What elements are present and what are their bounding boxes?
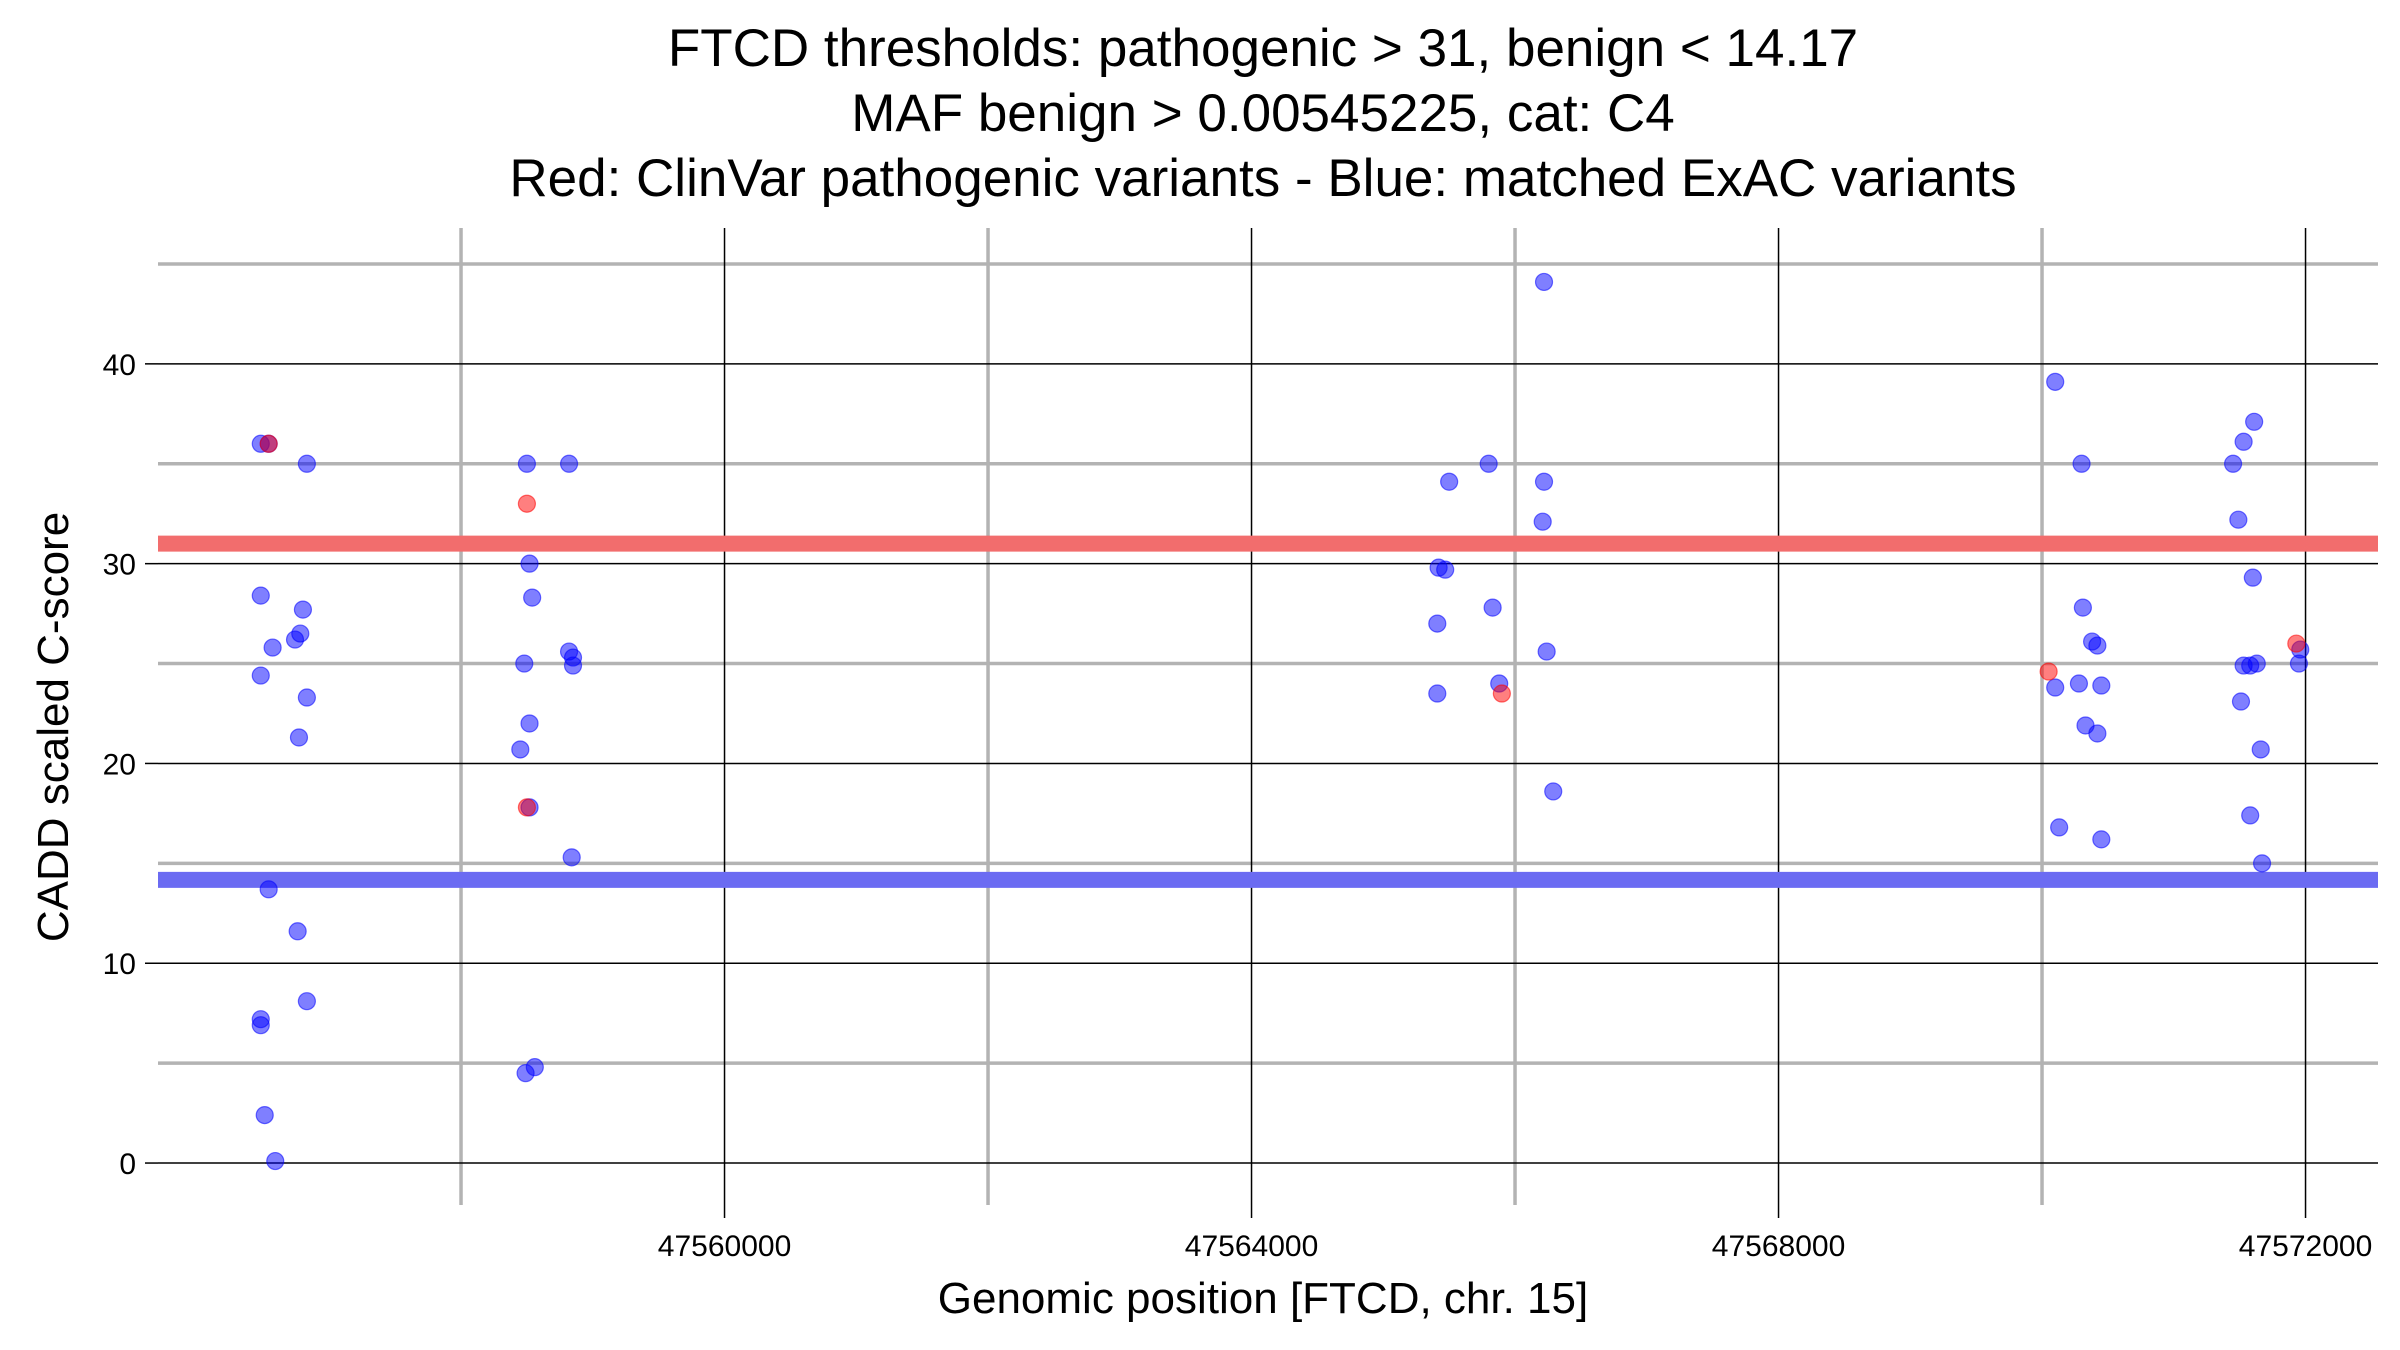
point-matched-exac-variants [251,586,270,605]
title-line-1: FTCD thresholds: pathogenic > 31, benign… [668,19,1858,78]
chart-title: FTCD thresholds: pathogenic > 31, benign… [509,19,2016,208]
point-matched-exac-variants [2073,598,2092,617]
point-matched-exac-variants [511,740,530,759]
point-clinvar-pathogenic-variants [1492,684,1511,703]
point-matched-exac-variants [559,454,579,473]
y-tick-label: 20 [103,748,136,781]
x-tick-label: 47568000 [1712,1230,1845,1263]
x-axis-title: Genomic position [FTCD, chr. 15] [938,1274,1588,1323]
point-matched-exac-variants [2092,830,2111,849]
point-clinvar-pathogenic-variants [517,798,537,817]
point-matched-exac-variants [288,922,307,941]
point-matched-exac-variants [1483,598,1502,617]
point-matched-exac-variants [2247,654,2266,673]
point-clinvar-pathogenic-variants [259,434,278,453]
point-matched-exac-variants [1534,272,1554,292]
point-matched-exac-variants [2231,692,2251,711]
point-matched-exac-variants [2046,678,2065,697]
point-matched-exac-variants [2241,806,2260,825]
point-matched-exac-variants [293,600,313,619]
x-tick-label: 47560000 [658,1230,791,1263]
point-matched-exac-variants [2050,818,2069,837]
point-matched-exac-variants [251,1016,270,1035]
data-points [251,272,2310,1171]
point-matched-exac-variants [1428,614,1447,633]
title-line-3: Red: ClinVar pathogenic variants - Blue:… [509,149,2016,208]
point-matched-exac-variants [515,654,534,673]
point-matched-exac-variants [2251,740,2270,759]
point-matched-exac-variants [1428,684,1447,703]
point-clinvar-pathogenic-variants [2039,662,2058,681]
point-matched-exac-variants [2243,568,2262,587]
point-matched-exac-variants [263,638,282,657]
point-matched-exac-variants [255,1105,274,1125]
y-tick-label: 10 [103,948,136,981]
title-line-2: MAF benign > 0.00545225, cat: C4 [851,84,1675,143]
point-matched-exac-variants [1436,560,1455,579]
point-matched-exac-variants [2072,454,2091,473]
point-matched-exac-variants [297,688,316,707]
point-clinvar-pathogenic-variants [517,494,537,513]
point-matched-exac-variants [1479,454,1498,473]
point-matched-exac-variants [2229,510,2248,529]
point-matched-exac-variants [1544,782,1563,801]
point-matched-exac-variants [2234,432,2253,451]
point-matched-exac-variants [2245,412,2264,431]
y-tick-label: 40 [103,349,136,382]
point-matched-exac-variants [2289,654,2309,673]
point-matched-exac-variants [523,588,542,607]
point-matched-exac-variants [266,1151,285,1171]
point-matched-exac-variants [2046,372,2065,391]
point-clinvar-pathogenic-variants [2287,634,2306,653]
point-matched-exac-variants [297,992,316,1011]
point-matched-exac-variants [251,666,270,685]
x-tick-label: 47564000 [1185,1230,1318,1263]
point-matched-exac-variants [516,1064,535,1083]
point-matched-exac-variants [520,714,539,733]
point-matched-exac-variants [297,454,316,473]
point-matched-exac-variants [2252,854,2272,873]
point-matched-exac-variants [1440,472,1459,491]
point-matched-exac-variants [2088,636,2107,655]
x-axis: 47560000 47564000 47568000 47572000 [658,1205,2372,1263]
point-matched-exac-variants [2223,454,2243,473]
point-matched-exac-variants [517,454,537,473]
y-axis-title: CADD scaled C-score [29,512,78,942]
y-axis: 0 10 20 30 40 [103,349,158,1181]
point-matched-exac-variants [520,554,539,573]
minor-gridlines [158,228,2378,1205]
y-tick-label: 0 [119,1148,136,1181]
point-matched-exac-variants [259,880,278,899]
point-matched-exac-variants [1534,472,1554,491]
y-tick-label: 30 [103,549,136,582]
threshold-lines [158,535,2378,888]
point-matched-exac-variants [1537,642,1556,661]
major-gridlines [158,228,2378,1205]
point-matched-exac-variants [563,656,583,675]
point-matched-exac-variants [2069,674,2089,693]
x-tick-label: 47572000 [2239,1230,2372,1263]
point-matched-exac-variants [289,728,309,747]
point-matched-exac-variants [2088,724,2107,743]
point-matched-exac-variants [562,848,581,867]
point-matched-exac-variants [1533,512,1552,531]
point-matched-exac-variants [285,630,305,649]
point-matched-exac-variants [2092,676,2111,695]
